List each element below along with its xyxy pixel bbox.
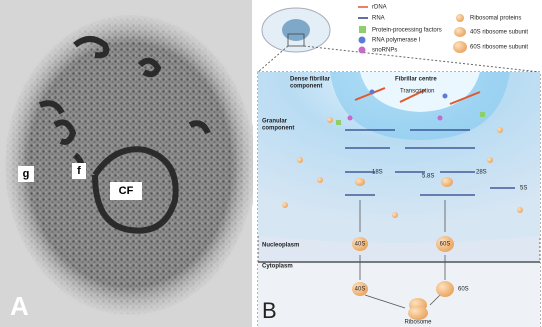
annotation: f	[77, 165, 81, 177]
region-label: component	[262, 126, 294, 132]
legend-swatch	[358, 46, 366, 54]
subunit-label: 60S	[458, 287, 469, 293]
annotation-box	[18, 166, 34, 182]
panel-b: rDNA RNA Protein-processing factors RNA …	[253, 0, 542, 327]
compartment-label: Cytoplasm	[262, 264, 293, 270]
legend-swatch	[456, 14, 464, 22]
arrows	[359, 200, 446, 309]
rna-label: 18S	[372, 170, 383, 176]
rna-label: 5.8S	[422, 174, 434, 180]
legend-swatch	[453, 41, 467, 53]
cytoplasm-region	[258, 263, 540, 327]
region-label: Dense fibrillar	[290, 77, 331, 83]
nucleus-icon	[282, 19, 310, 41]
legend-swatch	[454, 27, 466, 37]
image-fade	[3, 13, 257, 317]
subunit-label: 40S	[355, 242, 366, 248]
region-label: Fibrillar centre	[395, 77, 437, 83]
legend-swatch	[359, 26, 366, 33]
region-label: component	[290, 84, 322, 90]
process-label: Transcription	[400, 89, 434, 95]
transcription-units	[354, 87, 481, 105]
legend-label: snoRNPs	[372, 48, 397, 54]
legend-label: RNA polymerase I	[372, 38, 421, 44]
annotation-box	[72, 163, 86, 179]
legend-label: RNA	[372, 16, 385, 22]
legend: rDNA RNA Protein-processing factors RNA …	[358, 5, 528, 54]
rna-bars	[345, 129, 515, 196]
panel-a: g f CF A	[0, 0, 257, 327]
rna-label: 28S	[476, 170, 487, 176]
zoom-line	[257, 45, 289, 73]
annotation: g	[23, 168, 30, 180]
annotation-box	[110, 182, 142, 200]
subunit-label: 40S	[355, 287, 366, 293]
panel-label: B	[262, 298, 277, 323]
zoom-line	[303, 45, 541, 73]
particles	[282, 89, 523, 320]
legend-label: Protein-processing factors	[372, 28, 442, 34]
legend-label: rDNA	[372, 5, 387, 11]
ribosome-label: Ribosome	[404, 320, 432, 326]
legend-label: 60S ribosome subunit	[470, 45, 528, 51]
subunit-label: 60S	[440, 242, 451, 248]
legend-label: Ribosomal proteins	[470, 16, 521, 22]
zoom-box	[287, 33, 305, 47]
panel-label: A	[10, 291, 29, 321]
legend-label: 40S ribosome subunit	[470, 30, 528, 36]
annotation: CF	[119, 185, 134, 197]
compartment-label: Nucleoplasm	[262, 243, 299, 249]
rna-label: 5S	[520, 186, 527, 192]
legend-swatch	[358, 36, 366, 44]
region-label: Granular	[262, 119, 288, 125]
